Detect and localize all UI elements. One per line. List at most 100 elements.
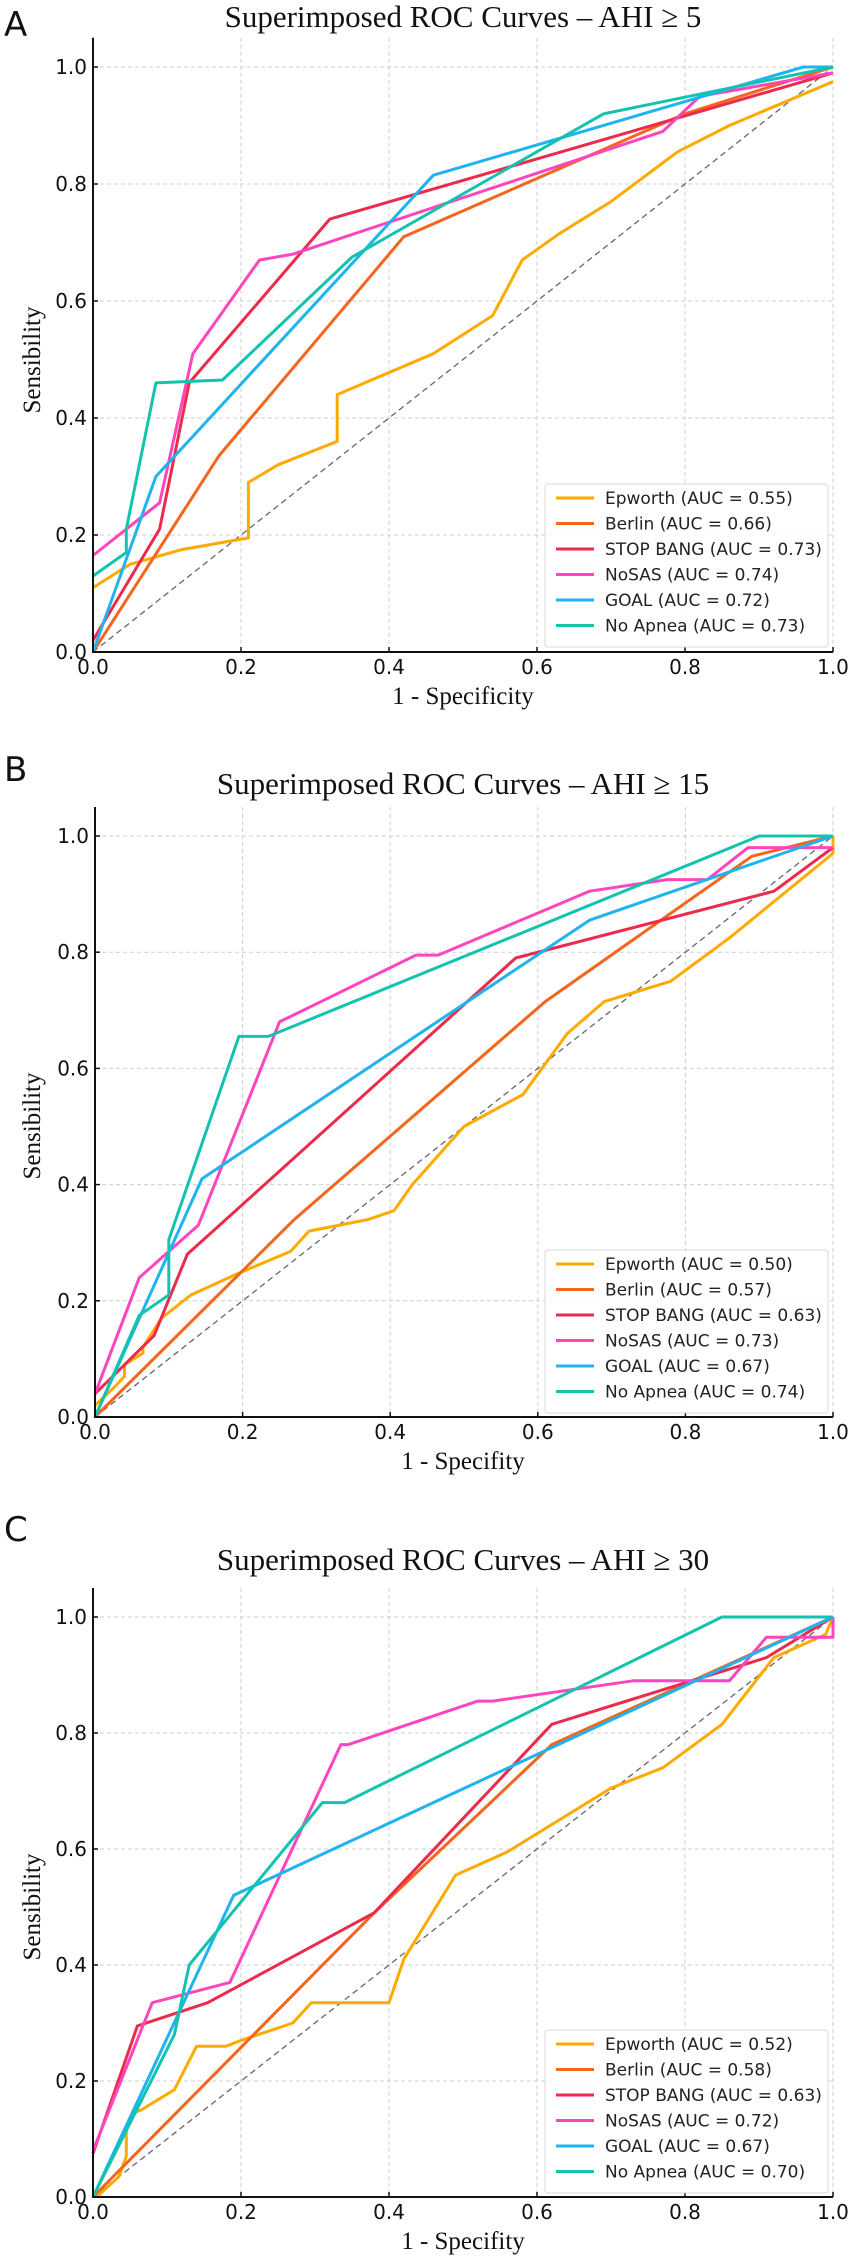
y-tick-label: 1.0 bbox=[55, 1605, 87, 1629]
legend-label: Epworth (AUC = 0.52) bbox=[605, 2035, 793, 2055]
y-tick-label: 0.4 bbox=[55, 1953, 87, 1977]
roc-curve-nosas bbox=[91, 1617, 835, 2152]
chance-line bbox=[94, 835, 834, 1418]
roc-curve-stop-bang bbox=[93, 846, 834, 1395]
y-tick-label: 0.8 bbox=[55, 1721, 87, 1745]
plot-area-c: 0.0 0.2 0.4 0.6 0.8 1.0 0.0 0.2 0.4 0.6 0.8 1.0 Epwo… bbox=[55, 1588, 849, 2224]
legend-label: NoSAS (AUC = 0.74) bbox=[605, 566, 779, 586]
y-axis-label-c: Sensibility bbox=[19, 1853, 46, 1960]
legend-item: No Apnea (AUC = 0.73) bbox=[556, 617, 805, 637]
x-tick-label: 0.0 bbox=[79, 1420, 111, 1444]
roc-curve-nosas bbox=[92, 71, 834, 557]
legend-label: No Apnea (AUC = 0.74) bbox=[605, 1383, 805, 1403]
x-tick-label: 0.0 bbox=[77, 2200, 109, 2224]
x-tick-label: 0.2 bbox=[227, 1420, 259, 1444]
x-tick-label: 1.0 bbox=[817, 2200, 849, 2224]
x-tick-label: 1.0 bbox=[817, 655, 849, 679]
y-axis-label-a: Sensibility bbox=[19, 306, 46, 413]
legend-box bbox=[544, 483, 829, 648]
legend-item: STOP BANG (AUC = 0.63) bbox=[556, 2086, 822, 2106]
chart-title-b: Superimposed ROC Curves – AHI ≥ 15 bbox=[217, 766, 709, 801]
legend-item: GOAL (AUC = 0.67) bbox=[556, 1357, 770, 1377]
legend-box bbox=[544, 1249, 829, 1414]
legend-item: NoSAS (AUC = 0.72) bbox=[556, 2112, 779, 2132]
y-tick-label: 0.0 bbox=[55, 640, 87, 664]
x-axis-label-a: 1 - Specificity bbox=[392, 683, 534, 710]
x-tick-label: 0.2 bbox=[225, 655, 257, 679]
x-tick-label: 0.4 bbox=[373, 2200, 405, 2224]
y-tick-label: 0.8 bbox=[57, 940, 89, 964]
legend-label: GOAL (AUC = 0.67) bbox=[605, 1357, 770, 1377]
x-tick-label: 0.6 bbox=[521, 655, 553, 679]
panel-c: C Superimposed ROC Curves – AHI ≥ 30 1 -… bbox=[4, 1510, 849, 2255]
legend-item: No Apnea (AUC = 0.74) bbox=[556, 1383, 805, 1403]
y-tick-label: 0.4 bbox=[55, 406, 87, 430]
x-tick-label: 0.8 bbox=[669, 1420, 701, 1444]
roc-curve-epworth bbox=[92, 80, 834, 589]
legend-item: Berlin (AUC = 0.57) bbox=[556, 1281, 772, 1301]
legend-label: Epworth (AUC = 0.50) bbox=[605, 1255, 793, 1275]
legend-label: Berlin (AUC = 0.66) bbox=[605, 515, 772, 535]
grid-b bbox=[95, 806, 834, 1417]
legend-item: STOP BANG (AUC = 0.63) bbox=[556, 1306, 822, 1326]
roc-curve-no-apnea bbox=[92, 65, 834, 578]
chart-title-c: Superimposed ROC Curves – AHI ≥ 30 bbox=[217, 1542, 709, 1577]
roc-curve-goal bbox=[91, 65, 833, 653]
curves-a bbox=[91, 65, 834, 653]
legend-item: Berlin (AUC = 0.66) bbox=[556, 515, 772, 535]
x-tick-label: 0.6 bbox=[521, 2200, 553, 2224]
x-tick-label: 0.2 bbox=[225, 2200, 257, 2224]
y-tick-label: 1.0 bbox=[55, 55, 87, 79]
x-tick-label: 1.0 bbox=[817, 1420, 849, 1444]
roc-curve-goal bbox=[91, 1615, 834, 2198]
y-tick-label: 0.0 bbox=[57, 1405, 89, 1429]
roc-curve-goal bbox=[93, 834, 834, 1418]
legend-item: NoSAS (AUC = 0.73) bbox=[556, 1332, 779, 1352]
x-tick-label: 0.6 bbox=[522, 1420, 554, 1444]
plot-area-b: 0.0 0.2 0.4 0.6 0.8 1.0 0.0 0.2 0.4 0.6 0.8 1.0 Epwo… bbox=[57, 806, 849, 1444]
legend-label: Berlin (AUC = 0.57) bbox=[605, 1281, 772, 1301]
legend-label: No Apnea (AUC = 0.73) bbox=[605, 617, 805, 637]
x-tick-label: 0.4 bbox=[374, 1420, 406, 1444]
legend-b: Epworth (AUC = 0.50) Berlin (AUC = 0.57) S… bbox=[544, 1249, 829, 1414]
y-tick-label: 0.2 bbox=[55, 2069, 87, 2093]
legend-item: No Apnea (AUC = 0.70) bbox=[556, 2163, 805, 2183]
roc-curve-no-apnea bbox=[93, 834, 833, 1418]
y-tick-label: 1.0 bbox=[57, 824, 89, 848]
legend-item: GOAL (AUC = 0.72) bbox=[556, 591, 770, 611]
x-tick-label: 0.8 bbox=[669, 655, 701, 679]
roc-curve-no-apnea bbox=[91, 1615, 833, 2198]
panel-b: B Superimposed ROC Curves – AHI ≥ 15 1 -… bbox=[4, 750, 849, 1475]
legend-label: NoSAS (AUC = 0.72) bbox=[605, 2112, 779, 2132]
y-tick-label: 0.4 bbox=[57, 1173, 89, 1197]
y-tick-label: 0.6 bbox=[57, 1056, 89, 1080]
legend-box bbox=[544, 2029, 829, 2194]
legend-label: STOP BANG (AUC = 0.63) bbox=[605, 1306, 822, 1326]
y-tick-label: 0.0 bbox=[55, 2185, 87, 2209]
roc-curve-nosas bbox=[93, 846, 833, 1395]
legend-item: Berlin (AUC = 0.58) bbox=[556, 2061, 772, 2081]
legend-label: GOAL (AUC = 0.72) bbox=[605, 591, 770, 611]
legend-label: NoSAS (AUC = 0.73) bbox=[605, 1332, 779, 1352]
x-tick-label: 0.4 bbox=[373, 655, 405, 679]
roc-curve-berlin bbox=[93, 834, 834, 1419]
legend-a: Epworth (AUC = 0.55) Berlin (AUC = 0.66) S… bbox=[544, 483, 829, 648]
chance-line bbox=[92, 66, 834, 653]
panel-letter-b: B bbox=[4, 750, 27, 790]
legend-label: STOP BANG (AUC = 0.63) bbox=[605, 2086, 822, 2106]
legend-item: STOP BANG (AUC = 0.73) bbox=[556, 540, 822, 560]
legend-item: Epworth (AUC = 0.52) bbox=[556, 2035, 793, 2055]
y-tick-label: 0.6 bbox=[55, 1837, 87, 1861]
x-axis-label-c: 1 - Specifity bbox=[401, 2228, 525, 2255]
curves-c bbox=[91, 1615, 835, 2199]
roc-curve-epworth bbox=[93, 836, 835, 1407]
legend-item: Epworth (AUC = 0.50) bbox=[556, 1255, 793, 1275]
panel-letter-c: C bbox=[4, 1510, 28, 1550]
x-tick-label: 0.0 bbox=[77, 655, 109, 679]
y-tick-label: 0.2 bbox=[57, 1289, 89, 1313]
legend-item: GOAL (AUC = 0.67) bbox=[556, 2137, 770, 2157]
y-tick-label: 0.6 bbox=[55, 289, 87, 313]
roc-curve-stop-bang bbox=[91, 1615, 834, 2154]
plot-area-a: 0.0 0.2 0.4 0.6 0.8 1.0 0.0 0.2 0.4 0.6 0.8 1.0 Epwo… bbox=[55, 37, 849, 679]
